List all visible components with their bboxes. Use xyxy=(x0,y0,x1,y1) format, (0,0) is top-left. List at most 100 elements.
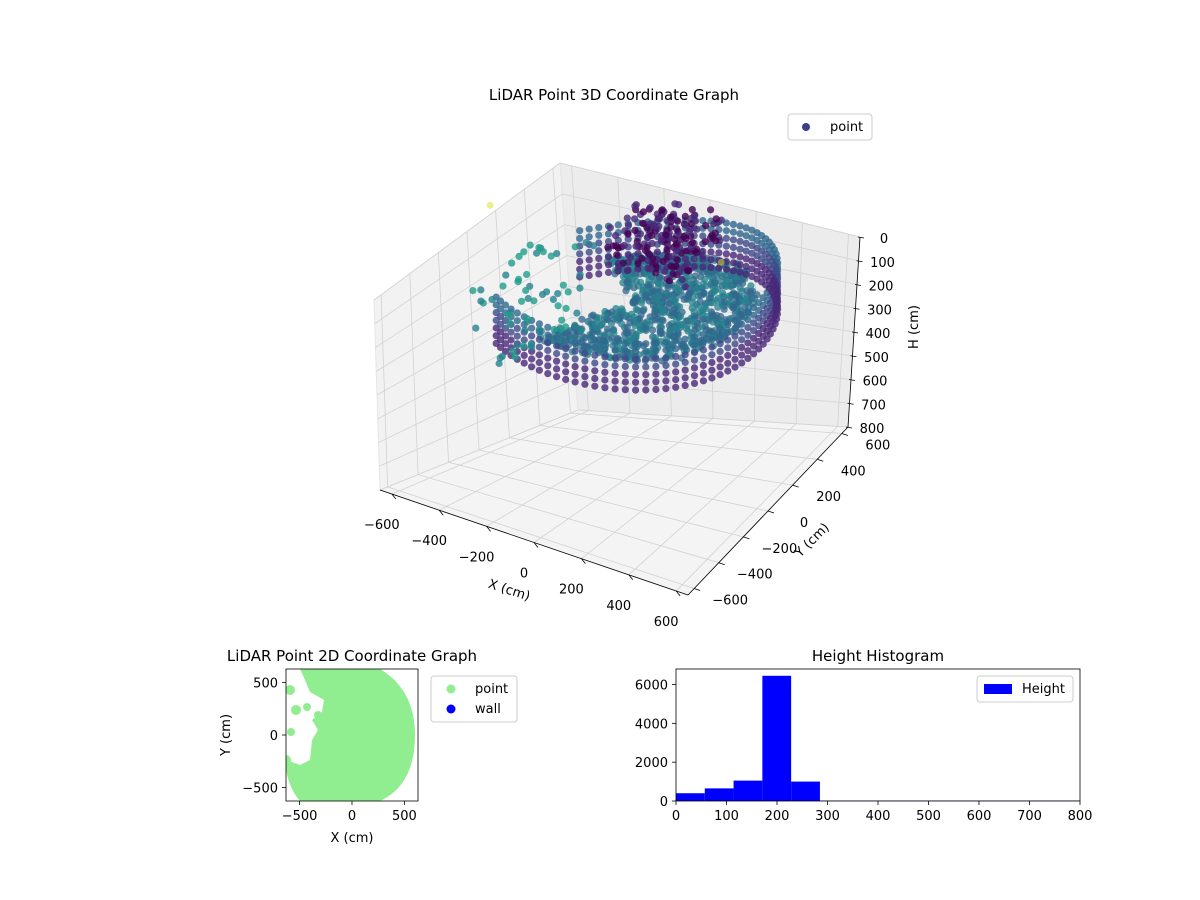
point-marker xyxy=(692,217,700,225)
chart-2d-title: LiDAR Point 2D Coordinate Graph xyxy=(227,647,477,665)
point-marker xyxy=(658,236,666,244)
point-marker xyxy=(681,335,689,343)
point-marker xyxy=(591,344,599,352)
point-marker xyxy=(735,279,743,287)
point-marker xyxy=(675,201,683,209)
x-tick-mark xyxy=(628,574,634,581)
y-ticks-hist: 0 2000 4000 6000 xyxy=(635,679,676,810)
point-marker xyxy=(724,344,732,352)
point-marker xyxy=(743,287,751,295)
chart-3d: LiDAR Point 3D Coordinate Graph −600 −400… xyxy=(364,86,922,630)
point-marker xyxy=(673,284,681,292)
point-marker xyxy=(744,316,752,324)
x-tick-mark xyxy=(533,542,539,548)
point-marker xyxy=(722,258,731,266)
point-marker xyxy=(554,290,562,298)
point-marker xyxy=(562,337,570,345)
point-marker xyxy=(729,243,738,252)
point-marker xyxy=(632,363,640,371)
point-marker xyxy=(715,249,723,257)
point-marker xyxy=(662,231,670,239)
point-marker xyxy=(562,375,570,384)
y-axis-label-2d: Y (cm) xyxy=(219,714,234,757)
point-marker xyxy=(652,339,660,347)
point-marker xyxy=(518,297,526,305)
point-marker xyxy=(591,382,599,390)
point-marker xyxy=(598,320,606,328)
point-marker xyxy=(624,329,632,337)
point-marker xyxy=(707,206,715,214)
point-marker xyxy=(604,268,613,277)
point-marker xyxy=(643,243,651,252)
point-marker xyxy=(547,252,555,260)
point-marker xyxy=(673,256,682,264)
point-marker xyxy=(649,326,657,334)
scatter-blob xyxy=(287,728,295,736)
z-tick-mark xyxy=(851,331,859,334)
x-ticks-2d: −500 0 500 xyxy=(282,801,417,824)
point-marker xyxy=(738,351,746,359)
point-marker xyxy=(553,373,561,381)
point-marker xyxy=(748,249,756,257)
point-marker xyxy=(716,363,724,371)
point-marker xyxy=(624,230,632,238)
scatter-blob xyxy=(303,703,311,711)
point-marker xyxy=(521,326,529,334)
point-marker xyxy=(606,224,614,232)
point-marker xyxy=(488,295,496,304)
x-tick-label: −500 xyxy=(282,809,318,824)
point-marker xyxy=(513,341,521,349)
point-marker xyxy=(577,327,585,335)
chart-histogram: Height Histogram 0 100 200 300 400 500 600 700 8… xyxy=(635,647,1093,824)
point-marker xyxy=(553,357,561,365)
point-marker xyxy=(651,316,659,324)
point-marker xyxy=(477,286,485,294)
point-cloud-2d xyxy=(286,669,415,801)
point-marker xyxy=(642,363,650,371)
y-tick-label: 500 xyxy=(253,677,278,692)
point-marker xyxy=(677,312,685,320)
point-marker xyxy=(623,323,632,331)
point-marker xyxy=(662,338,670,346)
point-marker xyxy=(708,351,716,359)
point-marker xyxy=(660,308,668,317)
point-marker xyxy=(672,383,680,391)
y-tick-label: 0 xyxy=(800,516,808,531)
z-tick-label: 300 xyxy=(867,303,892,318)
histogram-title: Height Histogram xyxy=(812,647,944,665)
grid-line xyxy=(509,437,793,486)
point-marker xyxy=(634,260,642,268)
point-marker xyxy=(712,215,720,223)
point-marker xyxy=(668,252,676,261)
point-marker xyxy=(581,342,589,350)
point-marker xyxy=(507,336,515,344)
x-axis-label-2d: X (cm) xyxy=(331,831,374,846)
scatter-blob xyxy=(286,685,295,695)
point-marker xyxy=(621,370,629,378)
point-marker xyxy=(595,270,603,278)
point-marker xyxy=(576,284,584,292)
point-marker xyxy=(690,333,699,341)
point-marker xyxy=(698,316,706,324)
point-marker xyxy=(652,347,660,355)
point-marker xyxy=(631,202,639,210)
legend-hist: Height xyxy=(976,675,1074,703)
point-marker xyxy=(719,292,727,300)
z-tick-label: 600 xyxy=(863,375,888,390)
point-marker xyxy=(523,270,531,279)
point-marker xyxy=(549,295,558,304)
point-marker xyxy=(731,332,739,340)
point-marker xyxy=(621,362,629,371)
z-tick-mark xyxy=(853,307,860,310)
point-marker xyxy=(611,369,619,378)
point-marker xyxy=(624,235,632,243)
x-ticks-hist: 0 100 200 300 400 500 600 700 800 xyxy=(672,801,1092,824)
x-tick-label: 500 xyxy=(392,809,417,824)
point-marker xyxy=(688,239,697,247)
point-marker xyxy=(562,360,570,368)
point-marker xyxy=(553,342,561,350)
point-marker xyxy=(755,345,763,353)
x-tick-label: 0 xyxy=(520,567,528,582)
point-marker xyxy=(649,255,657,263)
point-marker xyxy=(520,342,528,350)
